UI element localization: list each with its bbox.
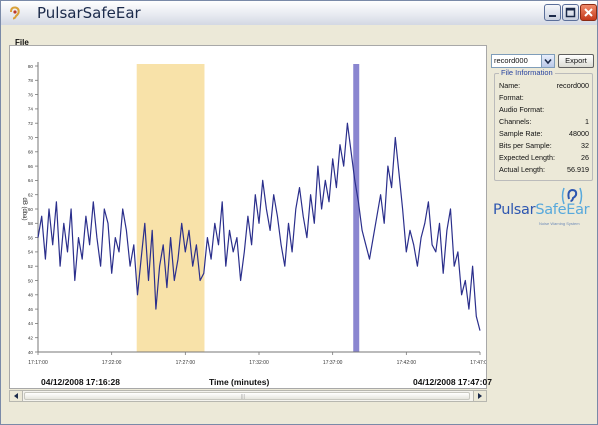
end-timestamp: 04/12/2008 17:47:07 (413, 377, 492, 387)
info-label: Audio Format: (499, 105, 545, 114)
info-value: 32 (581, 141, 589, 150)
brand-logo: PulsarSafeEar Noise Warning System (491, 186, 595, 234)
info-row-expected-length: Expected Length: 26 (499, 153, 589, 163)
y-tick-label: 78 (28, 78, 34, 83)
y-tick-label: 54 (28, 250, 34, 255)
x-tick-label: 17:22:00 (102, 360, 122, 366)
y-tick-label: 76 (28, 92, 34, 97)
highlight-band (136, 64, 205, 352)
info-row-audio-format: Audio Format: (499, 105, 589, 115)
menu-bar: File (1, 27, 597, 47)
record-select-value: record000 (494, 56, 528, 65)
arrow-right-icon (478, 393, 482, 399)
y-tick-label: 44 (28, 321, 34, 326)
start-timestamp: 04/12/2008 17:16:28 (41, 377, 120, 387)
maximize-icon (565, 7, 576, 18)
chart-canvas: 40 42 44 46 48 50 52 54 56 58 60 62 64 66 68 70 72 74 76 78… (21, 62, 486, 366)
ear-logo-icon (561, 187, 583, 205)
info-value: 26 (581, 153, 589, 162)
y-tick-label: 56 (28, 235, 34, 240)
y-tick-label: 80 (28, 64, 34, 69)
x-tick-label: 17:47:00 (470, 360, 486, 366)
file-information-title: File Information (499, 68, 555, 77)
arrow-left-icon (14, 393, 18, 399)
close-button[interactable] (580, 4, 597, 21)
title-bar[interactable]: PulsarSafeEar (1, 1, 597, 25)
y-tick-label: 62 (28, 193, 34, 198)
grip-icon: ||| (241, 394, 245, 400)
x-tick-label: 17:17:00 (28, 360, 48, 366)
y-tick-label: 68 (28, 150, 34, 155)
info-value: 48000 (569, 129, 589, 138)
x-axis-title: Time (minutes) (209, 377, 270, 387)
info-label: Format: (499, 93, 524, 102)
sound-level-chart: 40 42 44 46 48 50 52 54 56 58 60 62 64 66 68 70 72 74 76 78… (9, 45, 487, 389)
scroll-right-button[interactable] (473, 391, 486, 401)
y-tick-label: 48 (28, 293, 34, 298)
info-row-format: Format: (499, 93, 589, 103)
info-value: 56.919 (567, 165, 589, 174)
info-value: 1 (585, 117, 589, 126)
info-value: record000 (556, 81, 589, 90)
info-row-sample-rate: Sample Rate: 48000 (499, 129, 589, 139)
minimize-icon (549, 15, 556, 17)
scroll-thumb[interactable]: ||| (24, 392, 470, 400)
info-label: Expected Length: (499, 153, 555, 162)
info-label: Sample Rate: (499, 129, 543, 138)
info-row-bits-per-sample: Bits per Sample: 32 (499, 141, 589, 151)
info-label: Channels: (499, 117, 532, 126)
info-label: Name: (499, 81, 521, 90)
brand-name-part2: SafeEar (535, 202, 590, 218)
y-tick-label: 50 (28, 278, 34, 283)
info-label: Actual Length: (499, 165, 545, 174)
minimize-button[interactable] (544, 4, 561, 21)
info-row-actual-length: Actual Length: 56.919 (499, 165, 589, 175)
y-tick-label: 70 (28, 135, 34, 140)
maximize-button[interactable] (562, 4, 579, 21)
x-tick-label: 17:32:00 (249, 360, 269, 366)
y-tick-label: 58 (28, 221, 34, 226)
brand-name-part1: Pulsar (493, 202, 536, 218)
close-icon (584, 8, 593, 17)
y-tick-label: 74 (28, 107, 34, 112)
horizontal-scrollbar[interactable]: ||| (9, 390, 487, 402)
x-tick-label: 17:42:00 (397, 360, 417, 366)
chevron-down-icon[interactable] (541, 55, 554, 67)
info-row-channels: Channels: 1 (499, 117, 589, 127)
info-label: Bits per Sample: (499, 141, 552, 150)
file-information-panel: File Information Name: record000 Format:… (494, 68, 593, 181)
export-button[interactable]: Export (558, 54, 594, 68)
y-axis-title: dB (dba) (21, 197, 27, 220)
y-tick-label: 52 (28, 264, 34, 269)
y-tick-label: 66 (28, 164, 34, 169)
info-row-name: Name: record000 (499, 81, 589, 91)
y-tick-label: 40 (28, 350, 34, 355)
menu-file[interactable]: File (15, 38, 29, 47)
record-select[interactable]: record000 (491, 54, 555, 68)
window-title: PulsarSafeEar (37, 4, 141, 22)
brand-tagline: Noise Warning System (539, 221, 580, 226)
brand-wordmark: PulsarSafeEar (493, 202, 590, 218)
y-tick-label: 72 (28, 121, 34, 126)
y-tick-label: 60 (28, 207, 34, 212)
y-tick-label: 64 (28, 178, 34, 183)
scroll-left-button[interactable] (10, 391, 23, 401)
x-tick-label: 17:37:00 (323, 360, 343, 366)
y-tick-label: 42 (28, 336, 34, 341)
x-tick-label: 17:27:00 (176, 360, 196, 366)
sound-level-trace (37, 122, 481, 331)
y-tick-label: 46 (28, 307, 34, 312)
ear-icon (10, 6, 20, 20)
